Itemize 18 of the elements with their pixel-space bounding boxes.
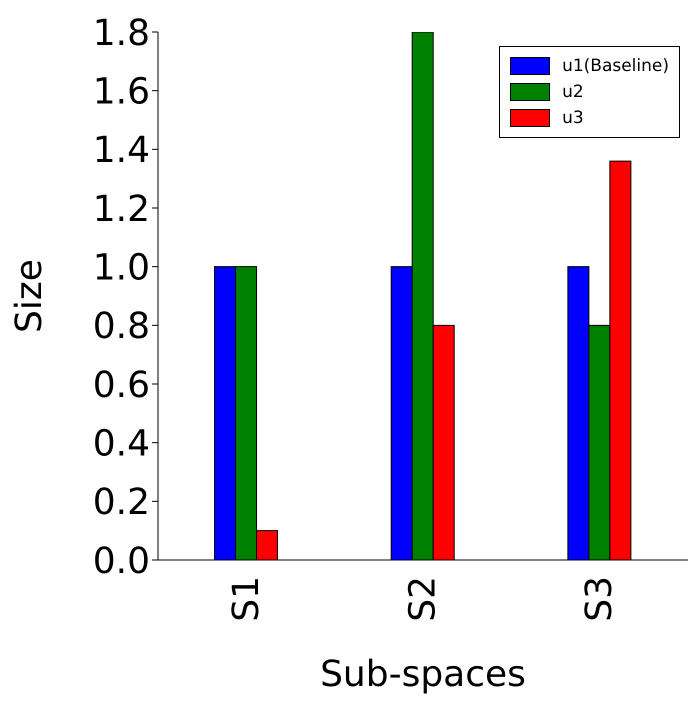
x-axis-title: Sub-spaces bbox=[320, 654, 526, 695]
y-tick-label: 1.8 bbox=[92, 12, 150, 54]
y-tick-label: 0.4 bbox=[92, 423, 150, 464]
y-tick-label: 0.2 bbox=[92, 482, 150, 524]
y-tick-label: 0.8 bbox=[92, 306, 150, 348]
x-tick-label: S1 bbox=[226, 576, 267, 622]
legend-label: u1(Baseline) bbox=[562, 56, 669, 76]
y-tick-label: 1.0 bbox=[92, 247, 150, 288]
x-tick-label: S3 bbox=[579, 576, 620, 622]
y-tick-label: 0.6 bbox=[92, 364, 150, 406]
y-axis-title: Size bbox=[8, 259, 50, 333]
legend-label: u2 bbox=[562, 82, 584, 102]
x-tick-label: S2 bbox=[402, 576, 444, 622]
y-tick-label: 1.6 bbox=[92, 71, 150, 112]
y-tick-label: 1.4 bbox=[92, 130, 150, 172]
y-tick-label: 0.0 bbox=[92, 540, 150, 582]
y-tick-label: 1.2 bbox=[92, 188, 150, 230]
legend-label: u3 bbox=[562, 108, 584, 128]
